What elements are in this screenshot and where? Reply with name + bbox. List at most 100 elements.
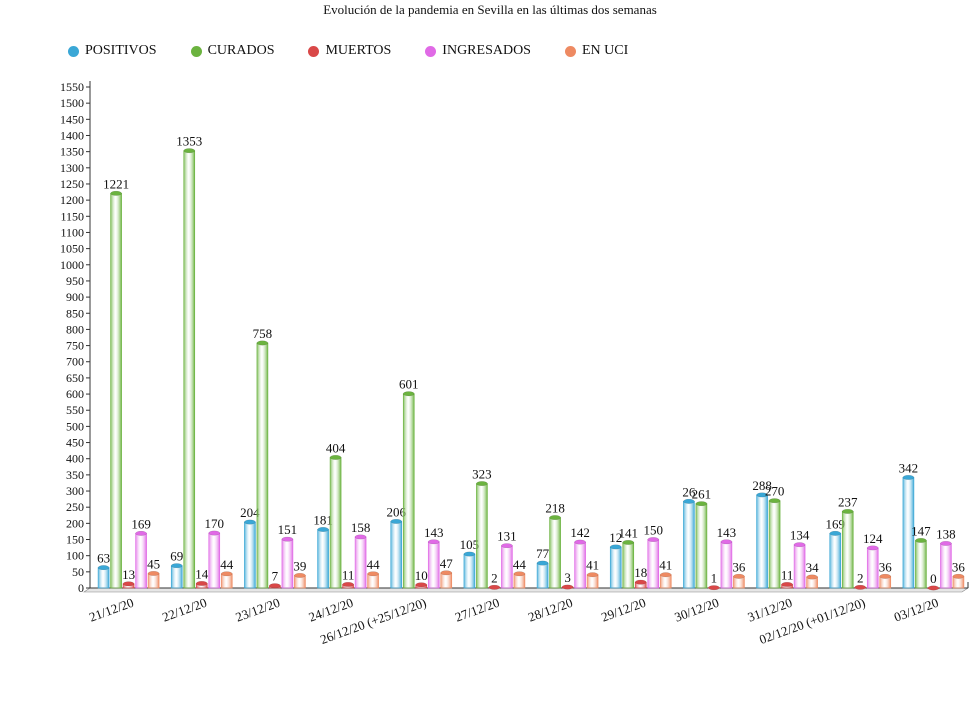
y-tick-label: 900 [66, 290, 84, 304]
bar-positivos [609, 546, 622, 589]
data-label: 44 [513, 557, 527, 572]
bar-cap [342, 582, 354, 587]
data-label: 34 [806, 560, 820, 575]
bar-cap [196, 581, 208, 586]
legend-marker [425, 45, 437, 57]
bar-cap [428, 539, 440, 545]
data-label: 11 [781, 567, 794, 582]
bar-cap [513, 571, 526, 577]
x-tick-label: 24/12/20 [307, 595, 356, 625]
bar-cap [390, 519, 402, 524]
bar-cap [695, 501, 708, 507]
legend-marker [308, 45, 320, 57]
bar-positivos [756, 494, 768, 589]
bar-curados [183, 150, 196, 589]
y-tick-label: 300 [66, 484, 84, 498]
data-label: 0 [930, 571, 937, 586]
bar-cap [317, 527, 329, 532]
data-label: 2 [857, 570, 864, 585]
bar-curados [768, 500, 781, 589]
data-label: 47 [440, 556, 454, 571]
data-label: 143 [424, 525, 444, 540]
data-label: 141 [619, 525, 639, 540]
data-label: 342 [899, 460, 919, 475]
bar-curados [329, 457, 342, 589]
y-tick-label: 950 [66, 274, 84, 288]
bar-ingresados [866, 547, 879, 589]
data-label: 105 [460, 537, 480, 552]
data-label: 36 [732, 559, 746, 574]
y-tick-label: 100 [66, 549, 84, 563]
y-tick-label: 1200 [60, 193, 84, 207]
data-label: 2 [491, 570, 498, 585]
bar-cap [536, 560, 549, 566]
data-label: 18 [634, 565, 647, 580]
bar-cap [415, 582, 427, 588]
bar-curados [256, 342, 269, 589]
data-label: 134 [790, 528, 810, 543]
bar-cap [501, 543, 513, 549]
y-tick-label: 750 [66, 339, 84, 353]
data-label: 218 [545, 501, 565, 516]
y-tick-label: 50 [72, 565, 84, 579]
y-tick-label: 1450 [60, 112, 84, 126]
bar-cap [561, 584, 574, 590]
bar-ingresados [940, 543, 952, 589]
legend-marker [190, 45, 202, 57]
y-tick-label: 700 [66, 355, 84, 369]
data-label: 143 [717, 525, 737, 540]
y-tick-label: 1050 [60, 242, 84, 256]
bar-cap [269, 583, 281, 589]
bar-positivos [683, 501, 695, 589]
data-label: 288 [752, 478, 772, 493]
bar-ingresados [574, 541, 586, 589]
x-tick-label: 21/12/20 [87, 595, 136, 625]
data-label: 206 [387, 504, 407, 519]
bar-cap [952, 573, 965, 579]
y-tick-label: 800 [66, 322, 84, 336]
bar-cap [806, 574, 818, 580]
legend-marker [564, 45, 576, 57]
bar-positivos [390, 521, 403, 589]
legend-marker [68, 45, 79, 57]
bar-cap [208, 530, 220, 536]
bar-cap [367, 571, 379, 577]
y-tick-label: 1150 [60, 209, 84, 223]
data-label: 3 [564, 570, 571, 585]
bar-ingresados [354, 536, 367, 589]
bar-cap [647, 537, 659, 542]
legend-item-positivos: POSITIVOS [68, 43, 157, 59]
bar-curados [695, 503, 708, 589]
bar-cap [660, 572, 672, 578]
legend-label: MUERTOS [325, 43, 392, 58]
y-tick-label: 400 [66, 452, 84, 466]
bar-positivos [829, 533, 842, 589]
bar-positivos [170, 565, 183, 589]
bar-cap [768, 498, 781, 504]
bar-cap [463, 551, 476, 557]
y-tick-label: 1350 [60, 145, 84, 159]
bar-cap [488, 584, 501, 590]
bar-cap [708, 585, 720, 591]
bar-cap [403, 391, 415, 397]
y-tick-label: 650 [66, 371, 84, 385]
bar-positivos [463, 553, 476, 589]
bar-curados [402, 393, 415, 589]
bar-cap [867, 545, 879, 551]
y-tick-label: 1100 [60, 225, 84, 239]
y-tick-label: 250 [66, 500, 84, 514]
bar-positivos [244, 521, 256, 589]
bar-cap [476, 481, 488, 486]
bar-cap [97, 565, 110, 571]
y-tick-label: 1400 [60, 128, 84, 142]
bar-cap [902, 475, 915, 480]
data-label: 158 [351, 520, 371, 535]
x-tick-label: 23/12/20 [233, 595, 282, 625]
bar-cap [927, 585, 940, 591]
data-label: 14 [195, 566, 209, 581]
data-label: 39 [293, 558, 306, 573]
data-label: 169 [131, 516, 151, 531]
y-tick-label: 1000 [60, 258, 84, 272]
bar-cap [854, 584, 866, 590]
